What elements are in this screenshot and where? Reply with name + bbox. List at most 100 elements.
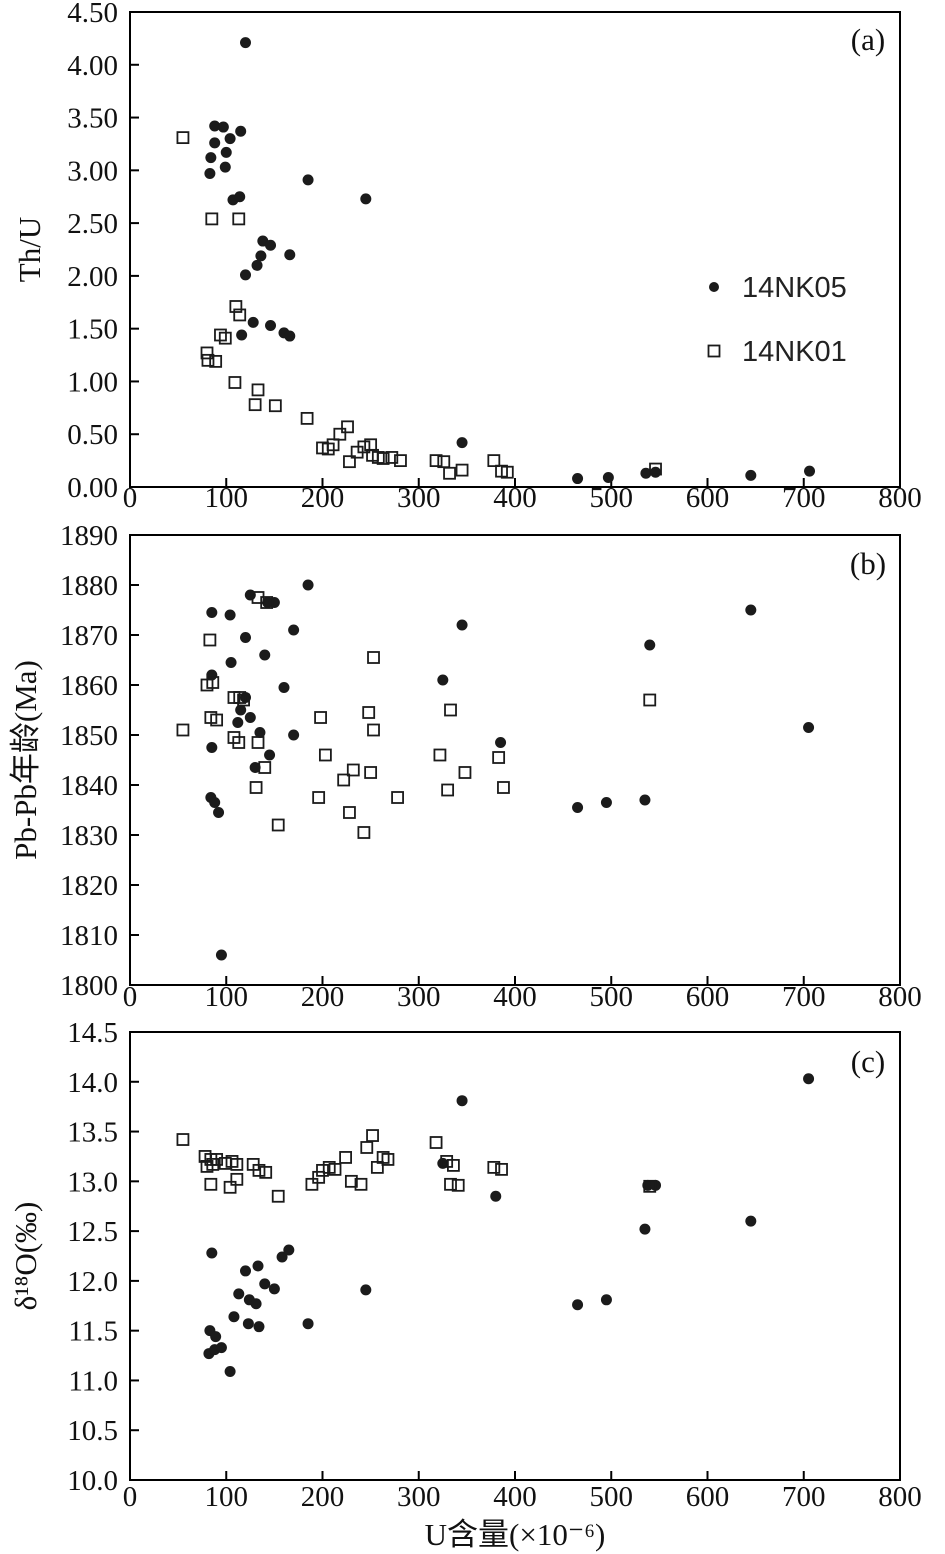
x-tick-label: 500 [590,981,634,1008]
data-point-14NK01 [354,1177,368,1191]
x-tick-label: 400 [493,981,537,1008]
data-point-14NK01 [248,398,262,412]
data-point-14NK05 [804,465,816,477]
data-point-14NK05 [268,1283,280,1295]
data-point-14NK05 [284,249,296,261]
data-point-14NK01 [203,633,217,647]
y-tick-label: 1820 [60,870,118,902]
data-point-14NK01 [229,300,243,313]
data-point-14NK01 [360,1141,374,1154]
data-point-14NK01 [252,1163,266,1177]
y-tick-label: 0.00 [67,472,118,504]
y-tick-label: 2.50 [67,208,118,240]
data-point-14NK01 [357,826,371,839]
plot-box [129,534,901,986]
data-point-14NK05 [268,597,280,608]
y-tick-label: 4.00 [67,50,118,82]
data-point-14NK01 [376,452,390,465]
data-point-14NK01 [495,1162,508,1176]
data-point-14NK05 [224,609,236,621]
data-point-14NK05 [437,674,449,686]
data-point-14NK05 [253,1321,265,1333]
x-axis-title: U含量(×10⁻⁶) [424,1517,606,1552]
data-point-14NK01 [271,1189,285,1203]
data-point-14NK05 [219,161,231,173]
data-point-14NK05 [456,619,468,631]
data-point-14NK05 [288,729,300,741]
data-point-14NK05 [302,1318,314,1330]
data-point-14NK01 [455,463,469,477]
data-point-14NK05 [803,722,815,733]
data-point-14NK01 [233,308,247,322]
y-tick-label: 10.5 [67,1415,118,1447]
data-point-14NK05 [217,121,229,133]
data-point-14NK01 [344,1174,358,1188]
x-tick-label: 100 [205,981,249,1008]
y-tick-label: 1810 [60,920,118,952]
data-point-14NK05 [220,146,232,158]
data-point-14NK01 [339,1151,353,1164]
data-point-14NK05 [242,1318,254,1330]
data-point-14NK05 [205,152,217,164]
y-tick-label: 2.00 [67,261,118,293]
data-point-14NK01 [429,1136,443,1149]
data-point-14NK05 [254,727,266,738]
y-tick-label: 1860 [60,670,118,702]
data-point-14NK01 [649,462,662,476]
data-point-14NK01 [451,1178,465,1192]
y-tick-label: 1850 [60,720,118,752]
data-point-14NK05 [302,579,314,591]
data-point-14NK01 [381,1153,395,1166]
data-point-14NK05 [240,632,251,643]
data-point-14NK01 [362,706,376,719]
y-tick-label: 11.0 [68,1365,118,1397]
data-point-14NK01 [433,748,447,762]
y-tick-label: 3.00 [67,155,118,187]
data-point-14NK01 [300,411,314,425]
data-point-14NK05 [224,1365,236,1377]
data-point-14NK01 [201,353,215,367]
data-point-14NK05 [600,797,612,808]
data-point-14NK05 [360,1284,372,1296]
data-point-14NK05 [265,239,277,251]
data-point-14NK05 [244,712,256,723]
data-point-14NK05 [602,472,614,483]
data-point-14NK05 [639,1223,651,1235]
data-point-14NK05 [224,133,236,145]
data-point-14NK01 [500,465,514,479]
data-point-14NK05 [288,624,300,636]
data-point-14NK01 [228,376,242,389]
data-point-14NK05 [204,168,216,179]
data-point-14NK05 [745,1215,757,1227]
data-point-14NK05 [209,137,221,149]
plot-box [129,1031,901,1481]
y-tick-label: 13.5 [67,1117,118,1149]
data-point-14NK01 [204,1177,218,1191]
data-point-14NK05 [233,1288,245,1300]
x-tick-label: 100 [205,1481,249,1513]
data-point-14NK01 [316,1163,329,1177]
y-tick-label: 1.50 [67,314,118,346]
legend-label-14NK05: 14NK05 [742,272,847,304]
data-point-14NK01 [343,806,356,819]
data-point-14NK01 [444,703,457,717]
x-tick-label: 800 [878,1481,922,1513]
x-tick-label: 600 [686,1481,730,1513]
x-tick-label: 700 [782,482,826,510]
x-tick-label: 400 [493,1481,537,1513]
data-point-14NK01 [394,454,407,468]
data-point-14NK05 [228,1311,240,1323]
y-axis-title: δ¹⁸O(‰) [8,1202,43,1311]
legend-label-14NK01: 14NK01 [742,336,847,368]
x-tick-label: 0 [123,1481,138,1513]
data-point-14NK05 [213,807,225,818]
y-tick-label: 11.5 [68,1316,118,1348]
y-tick-label: 10.0 [67,1465,118,1497]
x-tick-label: 800 [878,482,922,510]
data-point-14NK01 [200,346,214,360]
data-point-14NK05 [250,1298,262,1310]
x-tick-label: 300 [397,1481,441,1513]
data-point-14NK05 [235,125,247,137]
data-point-14NK01 [391,791,404,804]
x-tick-label: 700 [782,1481,826,1513]
